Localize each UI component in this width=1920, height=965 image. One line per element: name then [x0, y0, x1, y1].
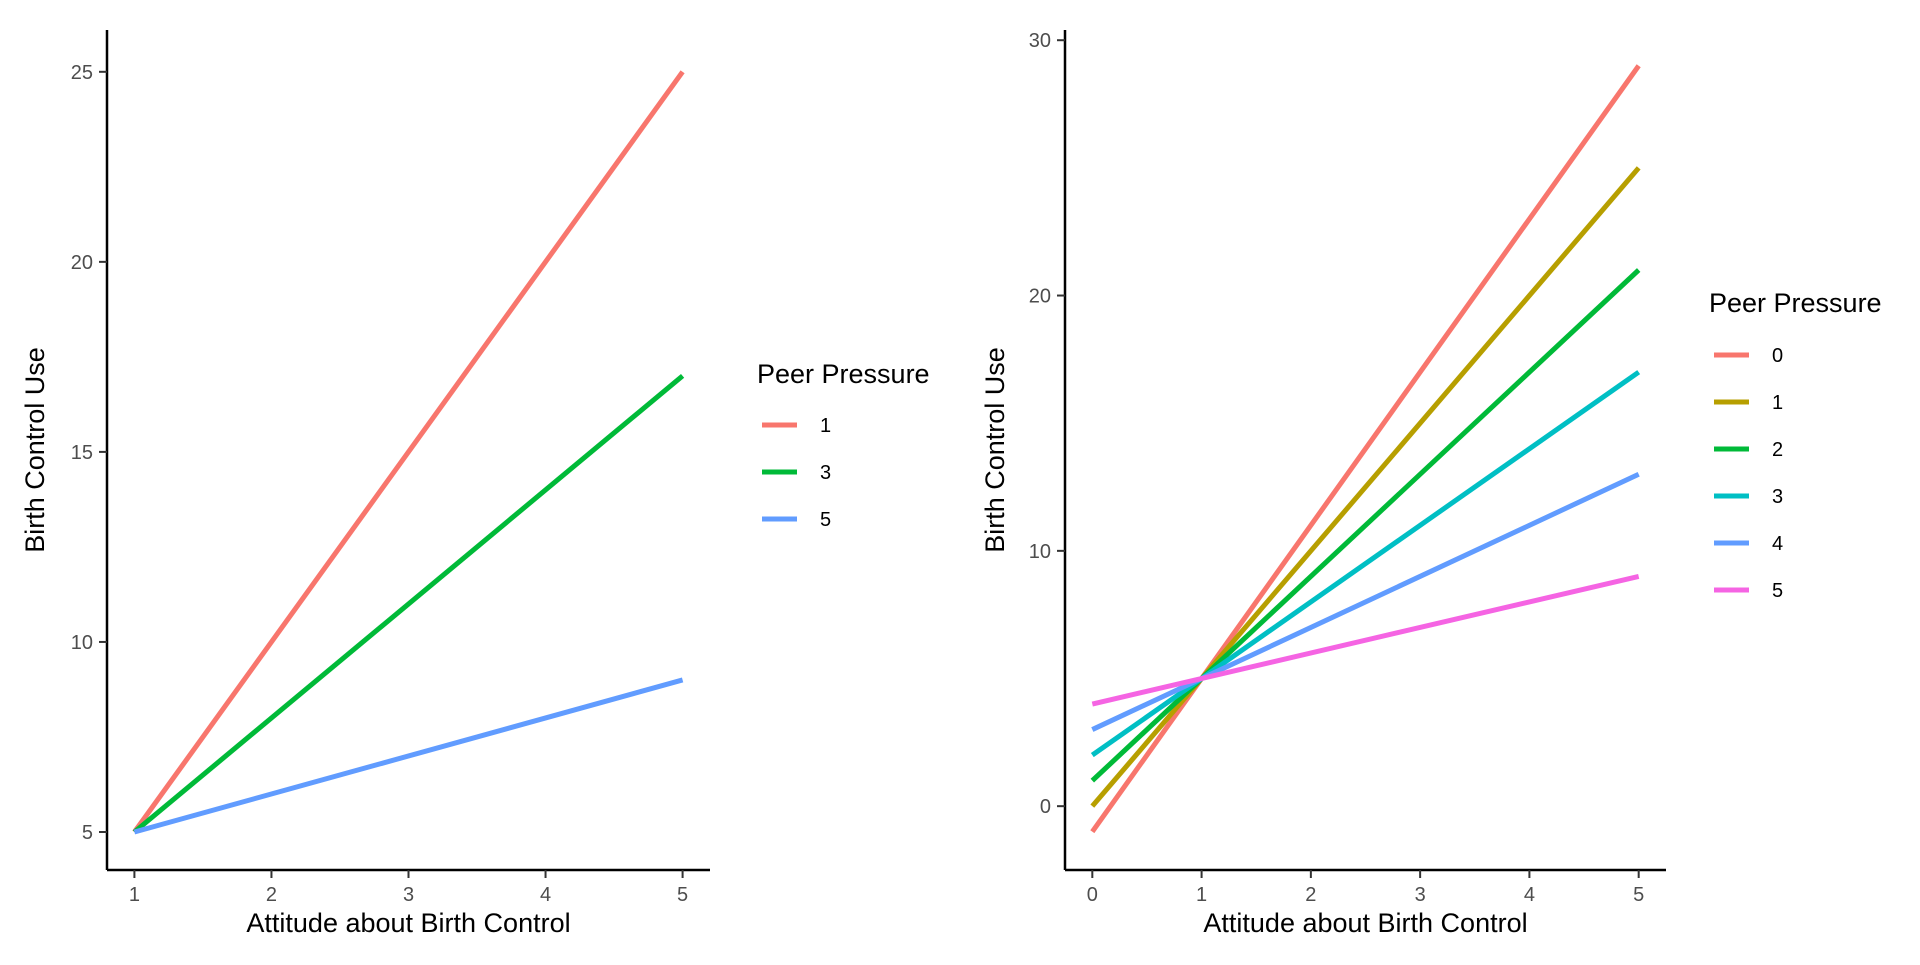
left-y-tick-label: 5 [82, 822, 93, 844]
left-series-line-1 [132, 70, 685, 834]
right-x-tick-label: 3 [1415, 884, 1426, 906]
left-x-tick-label: 5 [677, 884, 688, 906]
right-series-line-4 [1091, 471, 1640, 732]
right-series-line-2 [1090, 268, 1641, 783]
left-series-line-5 [133, 677, 684, 835]
right-y-tick-label: 10 [1029, 541, 1051, 563]
left-x-tick-label: 1 [129, 884, 140, 906]
left-legend-label-3: 3 [820, 462, 831, 484]
left-legend-label-1: 1 [820, 415, 831, 437]
left-x-tick-label: 3 [403, 884, 414, 906]
right-legend-label-0: 0 [1772, 345, 1783, 367]
right-series-line-3 [1090, 370, 1641, 758]
right-legend-label-5: 5 [1772, 580, 1783, 602]
right-x-tick-label: 2 [1305, 884, 1316, 906]
right-legend-label-3: 3 [1772, 486, 1783, 508]
right-legend-title: Peer Pressure [1709, 288, 1882, 318]
right-x-tick-label: 0 [1087, 884, 1098, 906]
right-series-line-1 [1090, 166, 1641, 808]
left-series-line-3 [132, 373, 685, 834]
right-series-line-5 [1091, 573, 1640, 707]
right-y-tick-label: 30 [1029, 30, 1051, 52]
right-x-axis-title: Attitude about Birth Control [1203, 908, 1527, 938]
left-legend-label-5: 5 [820, 509, 831, 531]
left-chart-panel: 1 2 3 4 5 5 10 15 20 25 Attitude about Birth Contr… [0, 0, 960, 960]
right-y-tick-label: 20 [1029, 286, 1051, 308]
right-x-tick-label: 1 [1196, 884, 1207, 906]
left-x-tick-label: 2 [266, 884, 277, 906]
left-y-tick-label: 20 [71, 252, 93, 274]
right-legend-label-4: 4 [1772, 533, 1783, 555]
left-x-axis-title: Attitude about Birth Control [246, 908, 570, 938]
left-x-tick-label: 4 [540, 884, 551, 906]
right-x-tick-label: 4 [1524, 884, 1535, 906]
right-chart-panel: 0 1 2 3 4 5 0 10 20 30 Attitude about Birth Contro… [960, 0, 1920, 960]
left-y-tick-label: 10 [71, 632, 93, 654]
right-legend-label-2: 2 [1772, 439, 1783, 461]
left-y-tick-label: 15 [71, 442, 93, 464]
left-legend-title: Peer Pressure [757, 359, 930, 389]
right-series-line-0 [1090, 64, 1641, 834]
right-y-tick-label: 0 [1040, 796, 1051, 818]
right-y-axis-title: Birth Control Use [980, 347, 1010, 553]
right-x-tick-label: 5 [1633, 884, 1644, 906]
right-legend-label-1: 1 [1772, 392, 1783, 414]
left-y-axis-title: Birth Control Use [20, 347, 50, 553]
left-y-tick-label: 25 [71, 62, 93, 84]
